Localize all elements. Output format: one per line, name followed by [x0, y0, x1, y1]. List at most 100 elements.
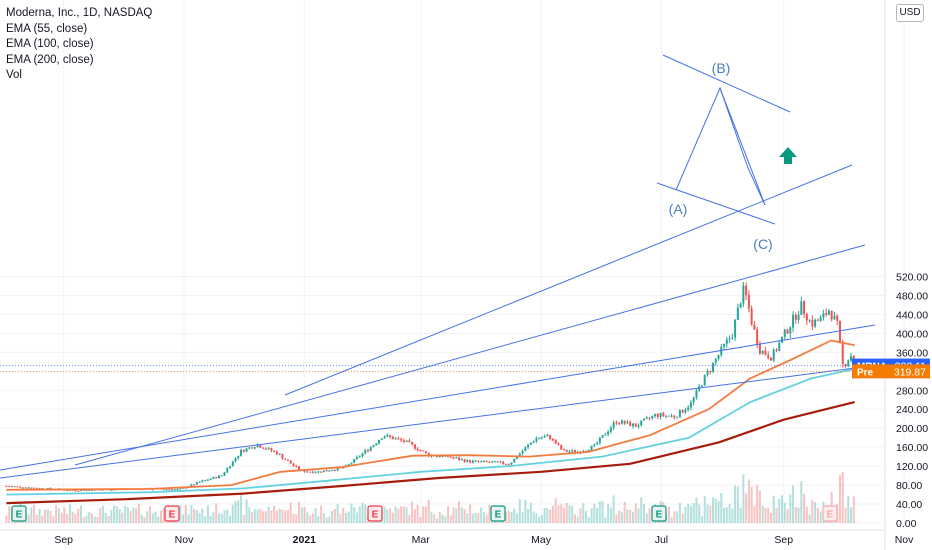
- y-tick-label: 280.00: [896, 385, 928, 397]
- volume-bar: [764, 507, 767, 523]
- candle-body: [372, 445, 375, 448]
- candle-body: [275, 451, 278, 455]
- volume-bar: [96, 517, 99, 523]
- volume-bar: [513, 508, 516, 523]
- candle-body: [767, 354, 770, 358]
- candle-body: [482, 460, 485, 462]
- volume-legend[interactable]: Vol: [6, 69, 22, 81]
- volume-bar: [789, 494, 792, 523]
- volume-bar: [819, 511, 822, 523]
- candle-body: [419, 450, 422, 452]
- ema200-legend[interactable]: EMA (200, close): [6, 53, 94, 66]
- candle-body: [215, 477, 218, 479]
- candle-body: [176, 488, 179, 490]
- symbol-title[interactable]: Moderna, Inc., 1D, NASDAQ: [6, 7, 153, 19]
- candle-body: [325, 470, 328, 472]
- trend-line: [284, 164, 853, 396]
- volume-bar: [626, 509, 629, 523]
- volume-bar: [187, 514, 190, 523]
- candle-body: [411, 442, 414, 445]
- volume-bar: [601, 500, 604, 523]
- volume-bar: [532, 511, 535, 523]
- candle-body: [684, 409, 687, 413]
- candle-body: [543, 436, 546, 438]
- candle-body: [369, 447, 372, 451]
- volume-bar: [596, 507, 599, 523]
- volume-bar: [212, 512, 215, 523]
- earnings-marker[interactable]: E: [367, 505, 383, 522]
- candle-body: [830, 310, 833, 320]
- candle-body: [535, 438, 538, 442]
- candle-body: [13, 486, 16, 488]
- candle-body: [480, 461, 483, 463]
- candle-body: [772, 349, 775, 361]
- volume-bar: [107, 516, 110, 523]
- volume-bar: [466, 513, 469, 523]
- candle-body: [273, 450, 276, 452]
- volume-bar: [634, 503, 637, 523]
- candle-body: [424, 451, 427, 454]
- candle-body: [734, 319, 737, 338]
- wave-path: [675, 86, 766, 206]
- earnings-marker[interactable]: E: [822, 505, 838, 522]
- volume-bar: [234, 501, 237, 523]
- candle-body: [251, 447, 254, 449]
- candle-body: [460, 459, 463, 461]
- ema100-legend[interactable]: EMA (100, close): [6, 38, 94, 50]
- candle-body: [27, 487, 30, 489]
- time-axis: Sep Nov 2021 Mar May Jul Sep Nov: [0, 529, 914, 546]
- candle-body: [607, 431, 610, 435]
- volume-bar: [427, 499, 430, 523]
- earnings-marker[interactable]: E: [164, 505, 180, 522]
- x-tick-label: 2021: [293, 534, 317, 546]
- volume-bar: [33, 505, 36, 523]
- candle-body: [474, 460, 477, 462]
- ema55-legend[interactable]: EMA (55, close): [6, 22, 88, 35]
- volume-bar: [698, 504, 701, 523]
- currency-button[interactable]: USD: [896, 4, 924, 22]
- candle-body: [485, 460, 488, 462]
- candle-body: [571, 450, 574, 452]
- volume-bar: [298, 501, 301, 523]
- volume-bar: [143, 517, 146, 523]
- volume-bar: [847, 495, 850, 523]
- candle-body: [604, 434, 607, 436]
- volume-bar: [510, 511, 513, 523]
- volume-bar: [438, 511, 441, 523]
- earnings-marker[interactable]: E: [651, 505, 667, 522]
- volume-bar: [394, 506, 397, 523]
- candle-body: [709, 371, 712, 373]
- candle-body: [643, 418, 646, 421]
- volume-bar: [477, 513, 480, 523]
- volume-bar: [284, 510, 287, 523]
- volume-bar: [769, 513, 772, 523]
- volume-bar: [358, 506, 361, 523]
- candle-body: [248, 447, 251, 449]
- candle-body: [736, 307, 739, 320]
- candle-body: [491, 461, 494, 463]
- volume-bar: [182, 514, 185, 523]
- candle-body: [756, 329, 759, 345]
- volume-bar: [259, 509, 262, 523]
- y-tick-label: 440.00: [896, 309, 928, 321]
- candle-body: [731, 337, 734, 339]
- volume-bar: [400, 506, 403, 523]
- volume-bar: [714, 498, 717, 523]
- volume-bar: [612, 495, 615, 523]
- volume-bar: [126, 507, 129, 523]
- volume-bar: [223, 510, 226, 523]
- volume-bar: [44, 509, 47, 523]
- volume-bar: [485, 514, 488, 523]
- candle-body: [753, 324, 756, 330]
- earnings-marker[interactable]: E: [11, 505, 27, 522]
- earnings-marker[interactable]: E: [490, 505, 506, 522]
- earnings-badge: [822, 505, 838, 522]
- candle-body: [747, 295, 750, 309]
- volume-bar: [441, 514, 444, 523]
- earnings-label: E: [16, 510, 23, 521]
- candle-body: [728, 338, 731, 340]
- volume-bar: [607, 503, 610, 523]
- volume-bar: [841, 472, 844, 523]
- volume-bar: [562, 508, 565, 523]
